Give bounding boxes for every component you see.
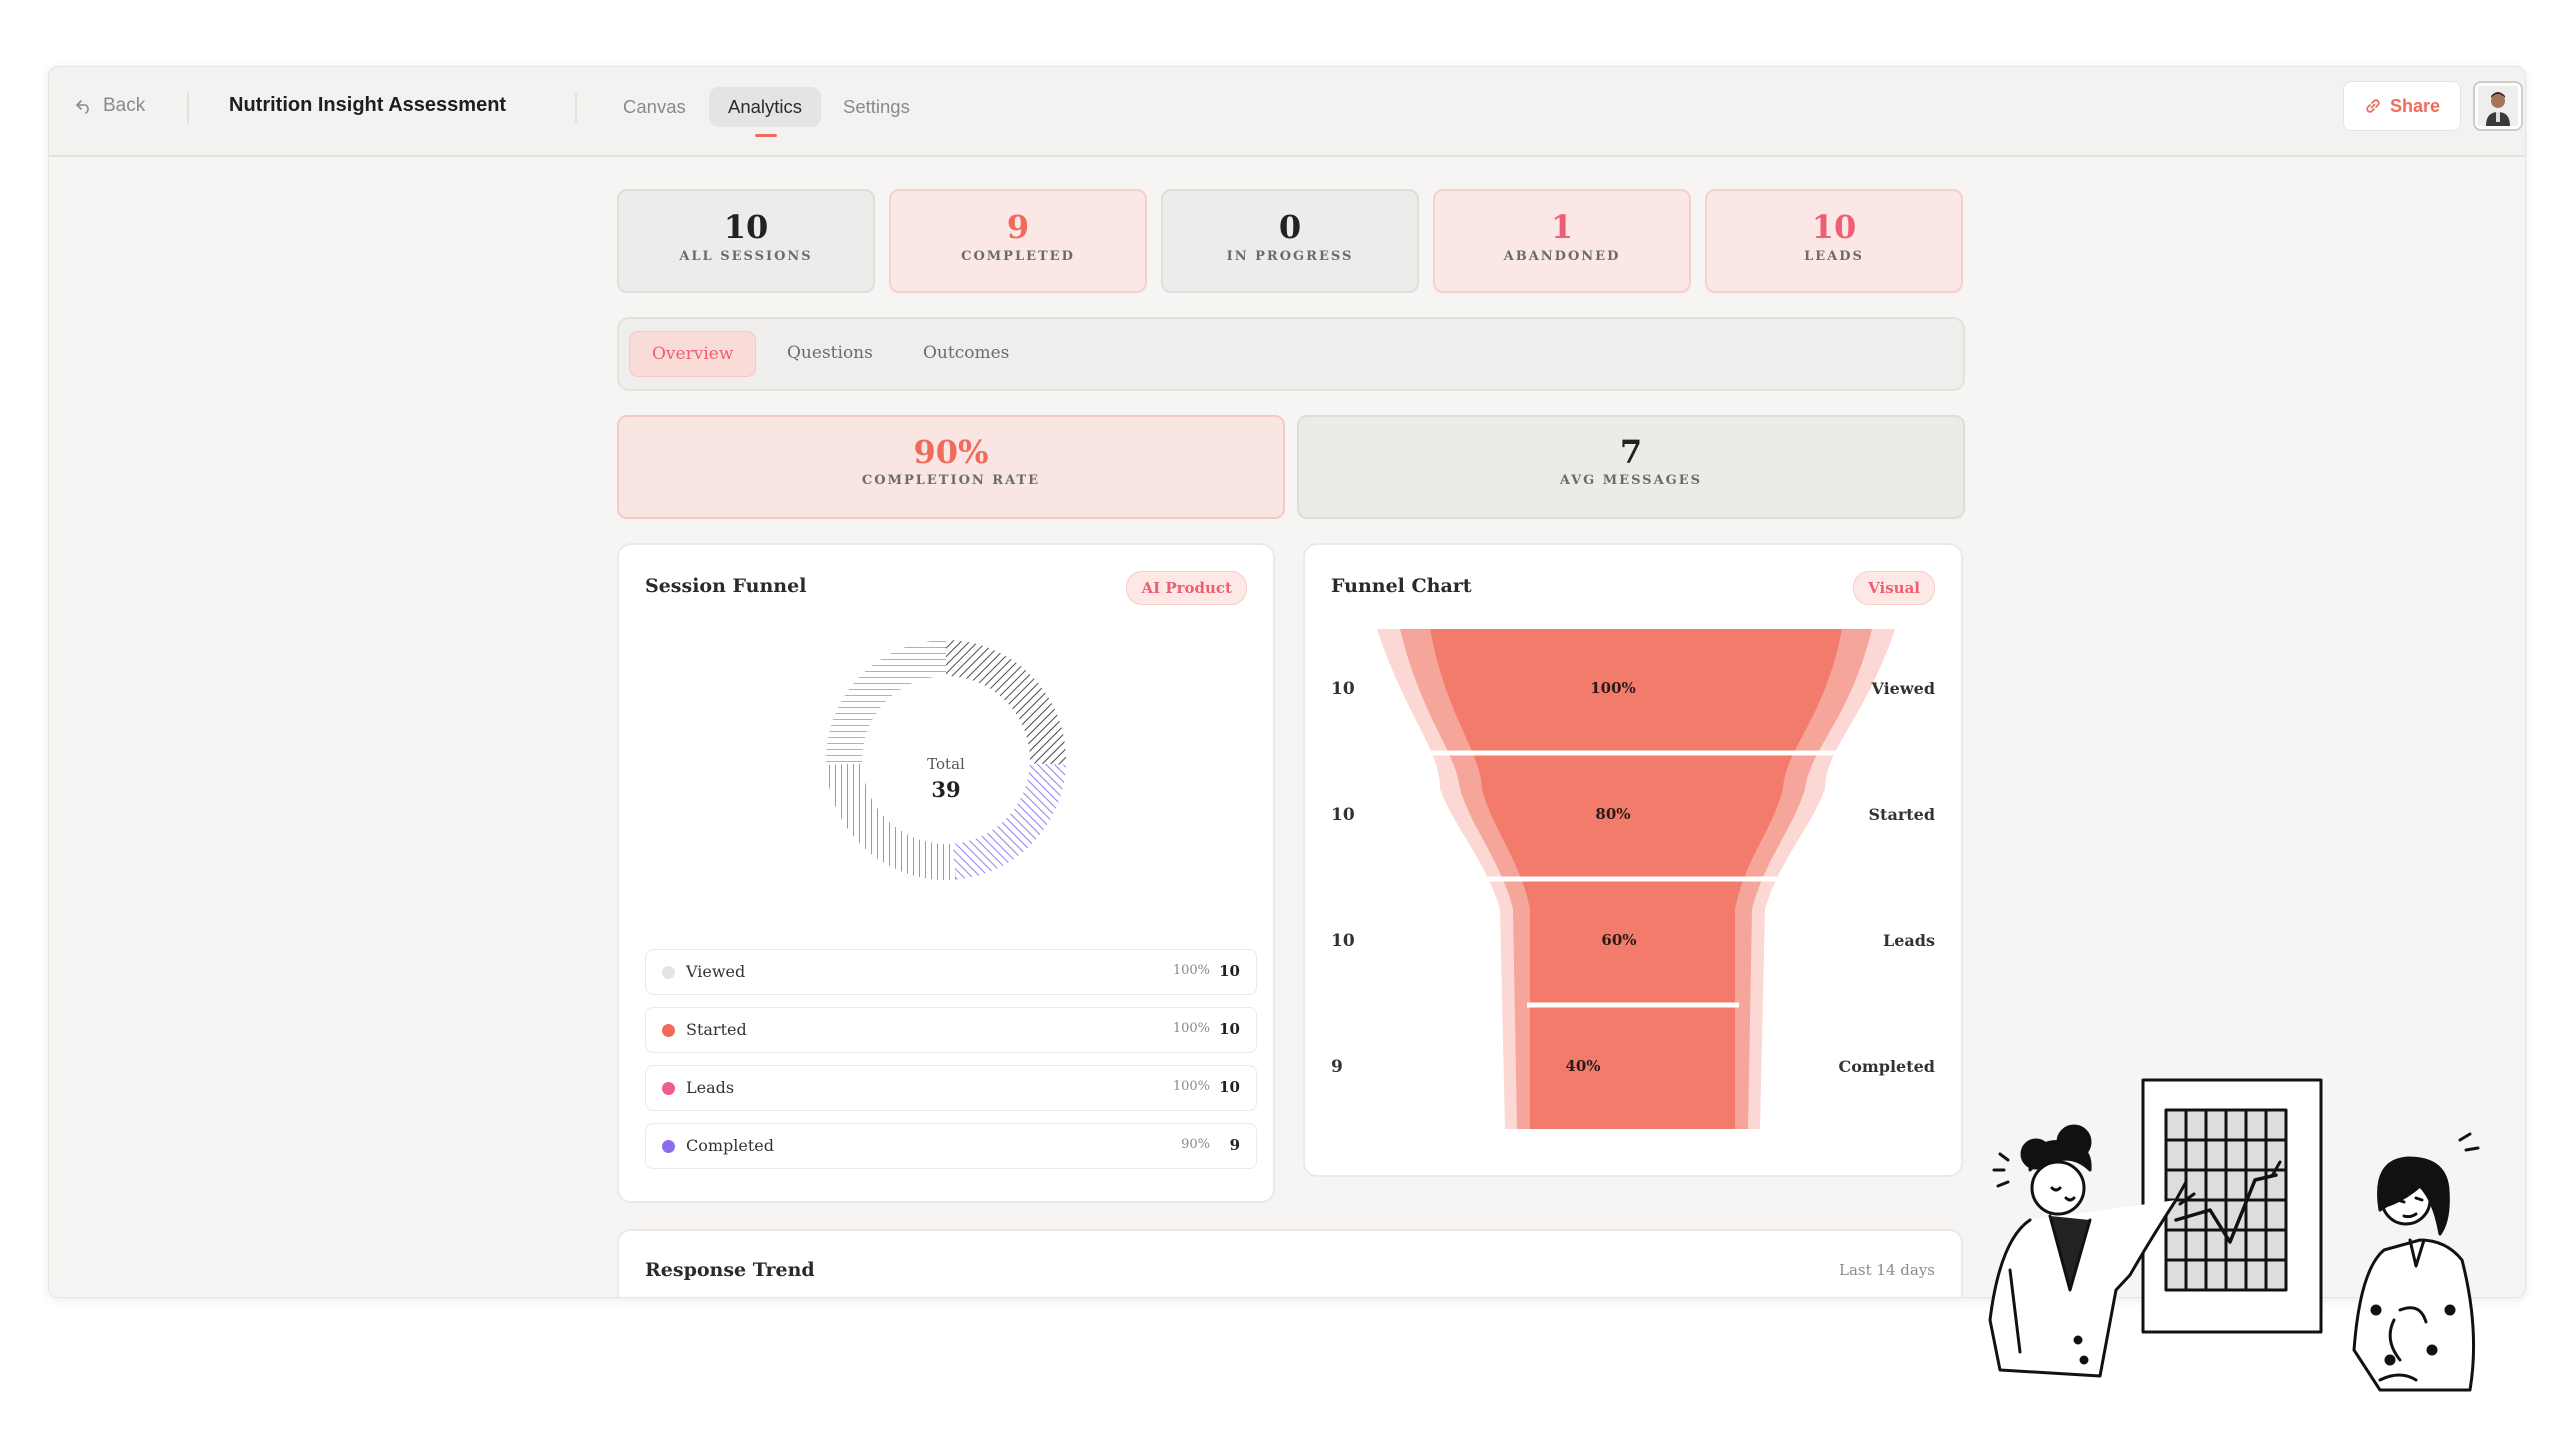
funnel-count-started: 10 [1331,805,1355,825]
active-tab-indicator [755,134,777,137]
legend-pct: 90% [1181,1137,1210,1152]
stat-in-progress: 0 IN PROGRESS [1161,189,1419,293]
legend-pct: 100% [1172,963,1210,978]
funnel-chart-card: Funnel Chart Visual 10 10 10 9 100% 80% … [1303,543,1963,1177]
stat-label: ALL SESSIONS [679,249,813,264]
donut-slice-viewed [946,640,1066,765]
funnel-pct-leads: 60% [1601,931,1637,949]
funnel-stage-viewed: Viewed [1871,679,1935,698]
donut-slice-completed [952,763,1066,880]
session-funnel-card: Session Funnel AI Product Total 39 [617,543,1275,1203]
funnel-pct-started: 80% [1595,805,1631,823]
back-button[interactable]: Back [75,95,145,117]
page-title: Nutrition Insight Assessment [229,94,507,116]
legend-name: Leads [686,1078,735,1097]
legend-dot [662,1082,675,1095]
user-avatar-icon [2478,86,2518,126]
stat-all-sessions: 10 ALL SESSIONS [617,189,875,293]
legend-row-started: Started 100% 10 [645,1007,1257,1053]
legend-value: 10 [1219,962,1240,980]
top-bar: Back Nutrition Insight Assessment Canvas… [49,67,2525,157]
session-donut-chart: Total 39 [826,640,1066,880]
legend-pct: 100% [1172,1021,1210,1036]
funnel-pct-viewed: 100% [1590,679,1636,697]
funnel-count-completed: 9 [1331,1057,1343,1077]
donut-total-label: Total [927,755,965,773]
session-funnel-title: Session Funnel [645,575,807,597]
funnel-stage-leads: Leads [1883,931,1935,950]
ai-product-badge: AI Product [1126,571,1247,605]
divider [575,93,577,123]
tab-analytics[interactable]: Analytics [709,87,822,127]
funnel-pct-completed: 40% [1565,1057,1601,1075]
avatar[interactable] [2473,81,2523,131]
donut-total-value: 39 [931,777,960,802]
completion-rate-label: COMPLETION RATE [861,473,1041,488]
response-trend-range: Last 14 days [1839,1261,1935,1279]
app-window: Back Nutrition Insight Assessment Canvas… [48,66,2526,1298]
legend-name: Started [686,1020,747,1039]
tab-questions[interactable]: Questions [787,343,873,363]
share-label: Share [2389,95,2441,116]
tab-canvas[interactable]: Canvas [623,96,686,117]
funnel-count-leads: 10 [1331,931,1355,951]
legend-dot [662,1024,675,1037]
stat-leads: 10 LEADS [1705,189,1963,293]
analytics-subtabs: Overview Questions Outcomes [617,317,1965,391]
visual-badge: Visual [1853,571,1935,605]
donut-slice-leads [826,763,956,880]
donut-slice-started [826,640,946,765]
stat-value: 9 [1006,208,1030,246]
legend-value: 10 [1219,1020,1240,1038]
legend-value: 9 [1229,1136,1240,1154]
stat-completed: 9 COMPLETED [889,189,1147,293]
stat-value: 0 [1278,208,1302,246]
funnel-graphic [1377,629,1895,1129]
legend-row-leads: Leads 100% 10 [645,1065,1257,1111]
legend-value: 10 [1219,1078,1240,1096]
divider [187,93,189,123]
funnel-stage-completed: Completed [1838,1057,1935,1076]
avg-messages-card: 7 AVG MESSAGES [1297,415,1965,519]
stat-label: ABANDONED [1503,249,1621,264]
back-arrow-icon [76,100,89,114]
legend-dot [662,1140,675,1153]
response-trend-card: Response Trend Last 14 days [617,1229,1963,1297]
stat-abandoned: 1 ABANDONED [1433,189,1691,293]
avg-messages-label: AVG MESSAGES [1559,473,1703,488]
stat-value: 10 [723,208,769,246]
tab-overview[interactable]: Overview [629,331,757,377]
funnel-stage-started: Started [1868,805,1936,824]
legend-name: Completed [686,1136,775,1155]
tab-settings[interactable]: Settings [843,96,910,117]
funnel-count-viewed: 10 [1331,679,1355,699]
completion-rate-card: 90% COMPLETION RATE [617,415,1285,519]
stat-label: IN PROGRESS [1226,249,1354,264]
avg-messages-value: 7 [1619,433,1643,471]
legend-name: Viewed [686,962,746,981]
legend-row-completed: Completed 90% 9 [645,1123,1257,1169]
legend-row-viewed: Viewed 100% 10 [645,949,1257,995]
legend-pct: 100% [1172,1079,1210,1094]
tab-outcomes[interactable]: Outcomes [923,343,1010,363]
share-button[interactable]: Share [2343,81,2461,131]
stat-value: 1 [1550,208,1574,246]
team-analyzing-chart-illustration [1988,1078,2480,1392]
stat-label: LEADS [1804,249,1864,264]
back-label: Back [103,95,146,116]
funnel-chart-title: Funnel Chart [1331,575,1472,597]
legend-dot [662,966,675,979]
response-trend-title: Response Trend [645,1259,815,1281]
stat-label: COMPLETED [961,249,1075,264]
link-icon [2366,99,2380,113]
stat-value: 10 [1811,208,1857,246]
completion-rate-value: 90% [913,433,989,471]
